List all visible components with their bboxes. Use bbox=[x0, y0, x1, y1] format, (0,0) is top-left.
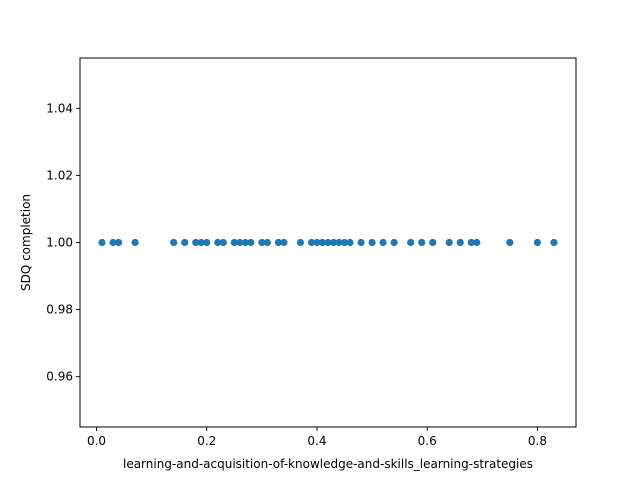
data-point bbox=[346, 238, 354, 247]
data-point bbox=[390, 238, 398, 247]
y-tick-label: 0.98 bbox=[46, 303, 73, 317]
x-tick-label: 0.6 bbox=[418, 434, 437, 448]
data-point bbox=[467, 238, 475, 247]
data-point bbox=[131, 238, 139, 247]
data-point bbox=[418, 238, 426, 247]
x-axis-label: learning-and-acquisition-of-knowledge-an… bbox=[123, 457, 533, 471]
y-tick-label: 0.96 bbox=[46, 370, 73, 384]
data-point bbox=[307, 238, 316, 247]
data-point bbox=[473, 238, 481, 247]
data-point bbox=[230, 238, 238, 247]
data-point bbox=[318, 238, 327, 247]
data-point bbox=[379, 238, 387, 247]
data-point bbox=[368, 238, 376, 247]
data-point bbox=[236, 238, 244, 247]
data-point bbox=[340, 238, 349, 247]
data-point bbox=[357, 238, 365, 247]
data-point bbox=[407, 238, 415, 247]
data-point bbox=[109, 238, 117, 247]
data-point bbox=[506, 238, 514, 247]
data-point bbox=[533, 238, 542, 247]
data-point bbox=[258, 238, 266, 247]
data-point bbox=[313, 238, 321, 247]
data-point bbox=[197, 238, 205, 247]
data-point bbox=[241, 238, 249, 247]
x-tick-label: 0.0 bbox=[87, 434, 106, 448]
data-point bbox=[335, 238, 343, 247]
x-tick-label: 0.2 bbox=[197, 434, 216, 448]
data-point bbox=[324, 238, 332, 247]
data-point bbox=[114, 238, 123, 247]
data-point bbox=[98, 238, 106, 247]
y-tick-label: 1.00 bbox=[46, 236, 73, 250]
data-point bbox=[247, 238, 255, 247]
data-point bbox=[170, 238, 178, 247]
data-point bbox=[329, 238, 338, 247]
x-axis-ticks: 0.0 0.2 0.4 0.6 0.8 bbox=[87, 427, 547, 448]
data-point bbox=[219, 238, 227, 247]
y-axis-ticks: 0.96 0.98 1.00 1.02 1.04 bbox=[46, 101, 80, 384]
y-tick-label: 1.04 bbox=[46, 101, 73, 115]
data-point bbox=[445, 238, 453, 247]
y-tick-label: 1.02 bbox=[46, 168, 73, 182]
data-point bbox=[203, 238, 211, 247]
data-point bbox=[296, 238, 305, 247]
scatter-points bbox=[98, 238, 558, 247]
data-point bbox=[429, 238, 437, 247]
data-point bbox=[280, 238, 288, 247]
x-tick-label: 0.4 bbox=[307, 434, 326, 448]
data-point bbox=[192, 238, 200, 247]
data-point bbox=[214, 238, 222, 247]
y-axis-label: SDQ completion bbox=[19, 194, 33, 291]
data-point bbox=[181, 238, 189, 247]
data-point bbox=[456, 238, 464, 247]
data-point bbox=[550, 238, 558, 247]
data-point bbox=[274, 238, 282, 247]
data-point bbox=[263, 238, 271, 247]
x-tick-label: 0.8 bbox=[528, 434, 547, 448]
